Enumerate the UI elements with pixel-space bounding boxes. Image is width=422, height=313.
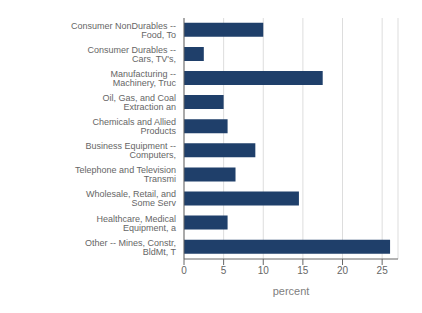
svg-text:25: 25 <box>377 265 389 276</box>
svg-text:5: 5 <box>221 265 227 276</box>
svg-text:Telephone and TelevisionTransm: Telephone and TelevisionTransmi <box>75 165 176 184</box>
svg-text:Wholesale, Retail, andSome Ser: Wholesale, Retail, andSome Serv <box>86 189 177 208</box>
svg-text:20: 20 <box>337 265 349 276</box>
svg-text:0: 0 <box>181 265 187 276</box>
svg-text:Chemicals and AlliedProducts: Chemicals and AlliedProducts <box>92 117 176 136</box>
svg-text:Consumer Durables --Cars, TV's: Consumer Durables --Cars, TV's, <box>87 45 176 64</box>
svg-text:Consumer NonDurables --Food, T: Consumer NonDurables --Food, To <box>71 21 176 40</box>
svg-text:Other -- Mines, Constr,BldMt,: Other -- Mines, Constr,BldMt, T <box>85 238 177 257</box>
svg-text:15: 15 <box>297 265 309 276</box>
svg-text:Healthcare, MedicalEquipment,: Healthcare, MedicalEquipment, a <box>96 214 176 233</box>
svg-text:10: 10 <box>258 265 270 276</box>
svg-text:Oil, Gas, and CoalExtraction a: Oil, Gas, and CoalExtraction an <box>102 93 176 112</box>
svg-text:Business Equipment --Computers: Business Equipment --Computers, <box>85 141 176 160</box>
svg-text:percent: percent <box>273 285 310 297</box>
svg-text:Manufacturing --Machinery, Tru: Manufacturing --Machinery, Truc <box>110 69 176 88</box>
